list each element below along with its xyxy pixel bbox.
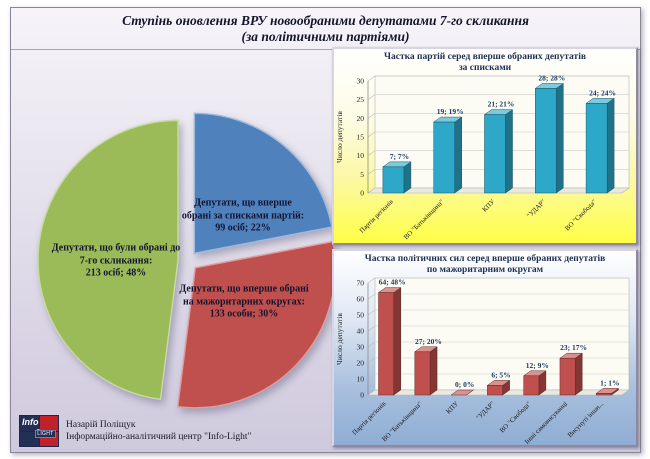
logo-light-text: LIGHT: [34, 430, 56, 438]
svg-text:21; 21%: 21; 21%: [488, 100, 515, 109]
svg-text:Партія регіонів: Партія регіонів: [351, 400, 387, 436]
svg-text:ВО "Батьківщина": ВО "Батьківщина": [381, 400, 424, 443]
svg-text:60: 60: [357, 295, 365, 304]
svg-text:0: 0: [360, 189, 364, 198]
svg-text:25: 25: [357, 95, 365, 104]
svg-text:КПУ: КПУ: [481, 198, 496, 213]
svg-text:Висунуті інши...: Висунуті інши...: [567, 400, 606, 439]
svg-text:КПУ: КПУ: [445, 400, 460, 415]
pie-label-majoritarian: Депутати, що вперше обрані на мажоритарн…: [179, 283, 309, 320]
svg-text:6; 5%: 6; 5%: [491, 370, 510, 379]
logo-cell-bottom-left: [20, 431, 39, 446]
poster-panel: Ступінь оновлення ВРУ новообраними депут…: [10, 7, 641, 453]
svg-text:ВО "Батьківщина": ВО "Батьківщина": [403, 198, 446, 241]
org-name: Інформаційно-аналітичний центр "Info-Lig…: [66, 432, 252, 442]
bar-chart-majoritarian-title: Частка політичних сил серед вперше обран…: [364, 254, 606, 275]
svg-text:20: 20: [357, 114, 365, 123]
svg-text:"УДАР": "УДАР": [526, 198, 547, 219]
svg-text:1; 1%: 1; 1%: [600, 378, 619, 387]
bar-chart-majoritarian-panel: Частка політичних сил серед вперше обран…: [332, 249, 638, 447]
bar-chart-party-lists-panel: Частка партій серед вперше обраних депут…: [332, 47, 638, 245]
credits: Назарій Поліщук Інформаційно-аналітичний…: [66, 419, 251, 443]
footer: Info LIGHT Назарій Поліщук Інформаційно-…: [19, 413, 251, 449]
svg-text:23; 17%: 23; 17%: [560, 343, 587, 352]
logo-cell-top-left: Info: [20, 416, 39, 431]
pie-label-party-lists: Депутати, що вперше обрані за списками п…: [181, 197, 305, 234]
pie-label-previous-convocation: Депутати, що були обрані до 7-го скликан…: [51, 242, 181, 279]
svg-text:10: 10: [357, 151, 365, 160]
svg-text:28; 28%: 28; 28%: [538, 73, 565, 82]
svg-text:27; 20%: 27; 20%: [415, 337, 442, 346]
svg-text:30: 30: [357, 343, 365, 352]
pie-chart-svg: [37, 112, 336, 409]
svg-text:30: 30: [357, 77, 365, 86]
svg-text:7; 7%: 7; 7%: [390, 152, 409, 161]
svg-text:20: 20: [357, 359, 365, 368]
svg-text:Число депутатів: Число депутатів: [335, 313, 344, 365]
svg-text:15: 15: [357, 133, 365, 142]
svg-text:ВО "Свобода": ВО "Свобода": [499, 400, 533, 434]
svg-text:10: 10: [357, 375, 365, 384]
svg-text:64; 48%: 64; 48%: [379, 278, 406, 287]
page-title: Ступінь оновлення ВРУ новообраними депут…: [11, 8, 640, 50]
logo-info-text: Info: [22, 417, 39, 427]
info-light-logo: Info LIGHT: [19, 415, 59, 447]
bar-chart-majoritarian: 0 10 20 30 40 50 60 70 Число депутатів 64; 48% Пар…: [335, 278, 630, 445]
svg-text:40: 40: [357, 327, 365, 336]
svg-text:24; 24%: 24; 24%: [589, 88, 616, 97]
logo-cell-top-right: [39, 416, 58, 431]
bar-chart-party-lists: 0 5 10 15 20 25 30 Число депутатів 7; 7% Партія р…: [335, 73, 630, 241]
svg-text:19; 19%: 19; 19%: [437, 107, 464, 116]
author-name: Назарій Поліщук: [66, 420, 136, 430]
svg-text:5: 5: [360, 170, 364, 179]
svg-text:"УДАР": "УДАР": [475, 400, 496, 421]
svg-text:0; 0%: 0; 0%: [455, 380, 474, 389]
svg-text:0: 0: [360, 391, 364, 400]
svg-text:50: 50: [357, 311, 365, 320]
bar-chart-party-lists-title: Частка партій серед вперше обраних депут…: [384, 52, 586, 73]
svg-text:ВО "Свобода": ВО "Свобода": [564, 198, 598, 232]
svg-text:Партія регіонів: Партія регіонів: [359, 198, 395, 234]
pie-chart: Депутати, що вперше обрані за списками п…: [16, 61, 336, 413]
svg-text:12; 9%: 12; 9%: [526, 361, 549, 370]
svg-text:70: 70: [357, 279, 365, 288]
svg-text:Число депутатів: Число депутатів: [335, 111, 344, 163]
